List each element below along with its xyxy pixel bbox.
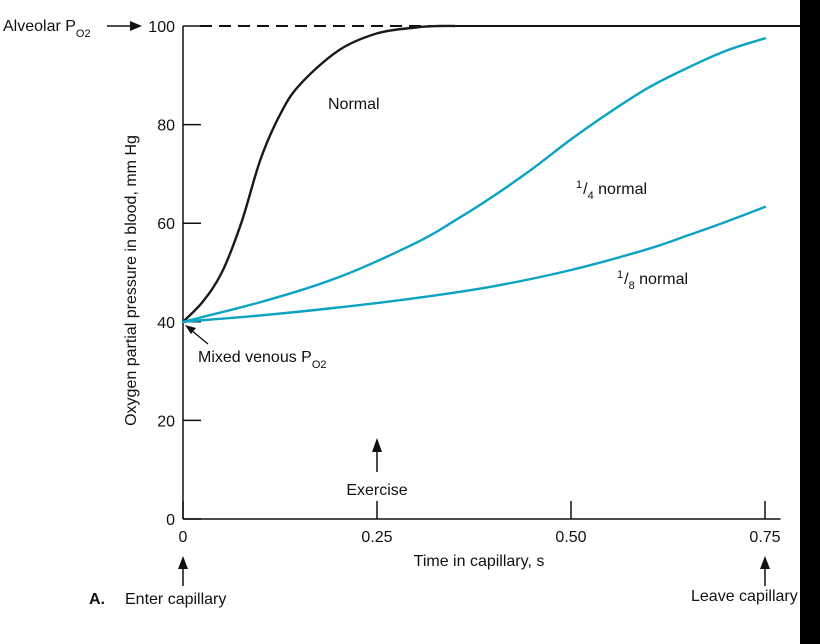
- exercise-arrowhead: [372, 438, 382, 452]
- y-tick-label: 80: [157, 118, 175, 135]
- eighth-normal-curve: [181, 205, 767, 323]
- eighth-normal-curve-label: 1/8 normal: [617, 269, 688, 292]
- x-tick-label: 0.25: [361, 529, 392, 546]
- y-tick-label: 0: [166, 512, 175, 529]
- panel-letter: A.: [89, 591, 105, 608]
- y-tick-label: 40: [157, 315, 175, 332]
- alveolar-po2-label: Alveolar PO2: [3, 18, 91, 40]
- x-axis-label: Time in capillary, s: [414, 553, 545, 570]
- exercise-label: Exercise: [346, 482, 407, 499]
- enter-capillary-label: Enter capillary: [125, 591, 226, 608]
- normal-curve-label: Normal: [328, 96, 380, 113]
- chart-background: [0, 0, 800, 644]
- series-layer: [181, 24, 767, 323]
- normal-curve: [181, 24, 456, 323]
- x-tick-label: 0.50: [555, 529, 586, 546]
- mixed-venous-arrowhead: [185, 325, 196, 334]
- mixed-venous-arrow-line: [190, 329, 209, 345]
- y-tick-label: 20: [157, 413, 175, 430]
- enter-capillary-arrowhead: [178, 556, 188, 569]
- y-ticks: 0 20 40 60 80 100: [148, 19, 201, 529]
- quarter-normal-curve: [181, 37, 767, 323]
- x-tick-label: 0.75: [749, 529, 780, 546]
- leave-capillary-arrowhead: [760, 556, 770, 569]
- y-axis-label: Oxygen partial pressure in blood, mm Hg: [123, 135, 140, 426]
- y-tick-label: 60: [157, 216, 175, 233]
- mixed-venous-po2-label: Mixed venous PO2: [198, 349, 327, 371]
- x-tick-label: 0: [179, 529, 188, 546]
- leave-capillary-label: Leave capillary: [691, 588, 798, 605]
- x-ticks: 0 0.25 0.50 0.75: [179, 501, 781, 546]
- quarter-normal-curve-label: 1/4 normal: [576, 179, 647, 202]
- y-tick-label: 100: [148, 19, 175, 36]
- alveolar-arrowhead: [130, 21, 142, 31]
